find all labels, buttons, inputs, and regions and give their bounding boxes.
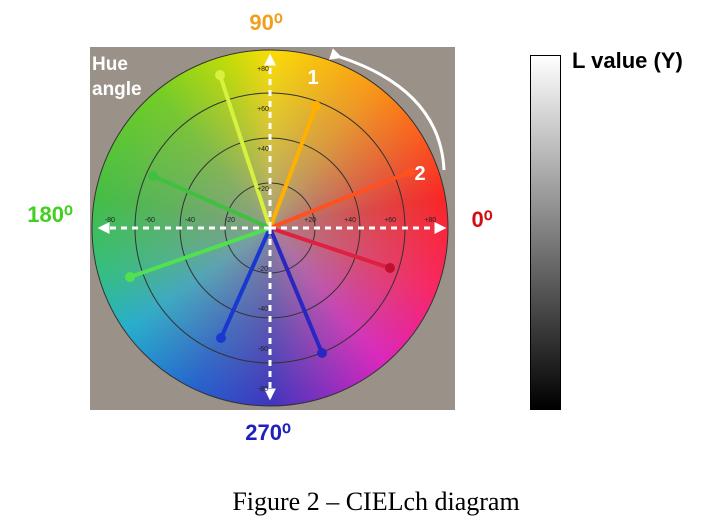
vector xyxy=(128,226,272,279)
rotation-arrow xyxy=(329,48,446,171)
vector xyxy=(268,170,412,230)
hue-label-line: angle xyxy=(92,79,142,100)
angle-label: 180⁰ xyxy=(27,202,73,227)
angle-label: 0⁰ xyxy=(471,207,492,232)
ring xyxy=(91,49,449,407)
vector xyxy=(151,174,272,230)
tick-label: +40 xyxy=(344,217,356,224)
hue-vectors xyxy=(128,73,412,355)
vector-end xyxy=(125,272,135,282)
vector xyxy=(219,226,272,340)
vector-end xyxy=(216,333,226,343)
vector xyxy=(268,226,324,355)
tick-label: -60 xyxy=(258,346,268,353)
tick-label: +40 xyxy=(257,146,269,153)
vector xyxy=(268,226,392,270)
tick-label: +80 xyxy=(424,217,436,224)
hue-label: Hue angle xyxy=(92,54,142,100)
vector-ends xyxy=(125,70,415,358)
tick-label: -20 xyxy=(258,266,268,273)
tick-label: +20 xyxy=(257,186,269,193)
marker-label: 1 xyxy=(307,67,318,89)
tick-label: +20 xyxy=(304,217,316,224)
tick-label: -40 xyxy=(185,217,195,224)
caption: Figure 2 – CIELch diagram xyxy=(232,487,519,516)
vertical-ticks: +80 +60 +40 +20 -20 -40 -60 -80 xyxy=(257,66,269,393)
tick-label: -80 xyxy=(258,386,268,393)
tick-label: +80 xyxy=(257,66,269,73)
vector xyxy=(268,104,318,230)
angle-label: 90⁰ xyxy=(249,10,282,35)
horizontal-ticks: -80 -60 -40 -20 +20 +40 +60 +80 xyxy=(105,217,437,224)
vector-end xyxy=(317,348,327,358)
tick-label: +60 xyxy=(384,217,396,224)
tick-label: +60 xyxy=(257,106,269,113)
lightness-bar xyxy=(530,55,561,410)
angle-label: 270⁰ xyxy=(245,420,291,445)
tick-label: -60 xyxy=(145,217,155,224)
vector-end xyxy=(148,171,158,181)
vector-end xyxy=(311,101,321,111)
vector-end xyxy=(405,167,415,177)
tick-label: -40 xyxy=(258,306,268,313)
hue-label-line: Hue xyxy=(92,54,128,75)
vector-end xyxy=(385,263,395,273)
axes xyxy=(97,53,447,401)
tick-label: -20 xyxy=(225,217,235,224)
scale-label: L value (Y) xyxy=(572,48,683,73)
marker-label: 2 xyxy=(414,163,425,185)
vector xyxy=(218,73,272,230)
tick-label: -80 xyxy=(105,217,115,224)
vector-end xyxy=(215,70,225,80)
